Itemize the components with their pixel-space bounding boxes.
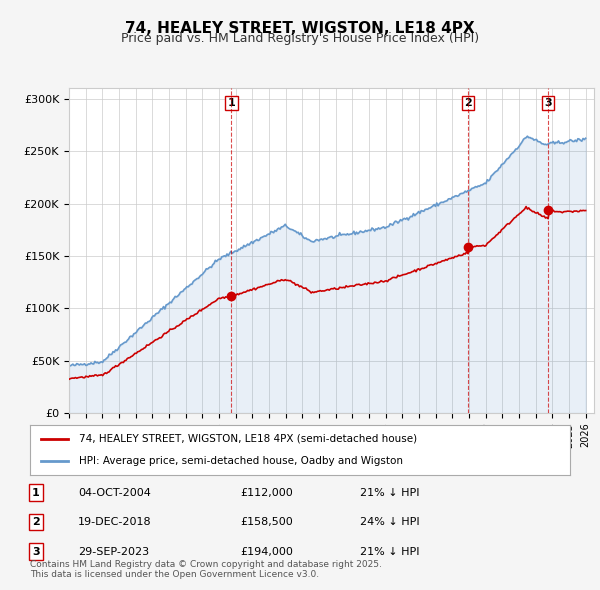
- Text: HPI: Average price, semi-detached house, Oadby and Wigston: HPI: Average price, semi-detached house,…: [79, 456, 403, 466]
- Text: 24% ↓ HPI: 24% ↓ HPI: [360, 517, 419, 527]
- Text: £194,000: £194,000: [240, 547, 293, 556]
- Text: 21% ↓ HPI: 21% ↓ HPI: [360, 488, 419, 497]
- Text: £158,500: £158,500: [240, 517, 293, 527]
- Text: Price paid vs. HM Land Registry's House Price Index (HPI): Price paid vs. HM Land Registry's House …: [121, 32, 479, 45]
- Text: Contains HM Land Registry data © Crown copyright and database right 2025.
This d: Contains HM Land Registry data © Crown c…: [30, 560, 382, 579]
- Text: 29-SEP-2023: 29-SEP-2023: [78, 547, 149, 556]
- Text: 04-OCT-2004: 04-OCT-2004: [78, 488, 151, 497]
- Text: 21% ↓ HPI: 21% ↓ HPI: [360, 547, 419, 556]
- Text: 19-DEC-2018: 19-DEC-2018: [78, 517, 152, 527]
- Text: 74, HEALEY STREET, WIGSTON, LE18 4PX: 74, HEALEY STREET, WIGSTON, LE18 4PX: [125, 21, 475, 35]
- Text: 1: 1: [32, 488, 40, 497]
- Text: 1: 1: [227, 98, 235, 108]
- Text: 2: 2: [464, 98, 472, 108]
- Text: £112,000: £112,000: [240, 488, 293, 497]
- Text: 3: 3: [544, 98, 552, 108]
- Text: 74, HEALEY STREET, WIGSTON, LE18 4PX (semi-detached house): 74, HEALEY STREET, WIGSTON, LE18 4PX (se…: [79, 434, 417, 444]
- Text: 3: 3: [32, 547, 40, 556]
- Text: 2: 2: [32, 517, 40, 527]
